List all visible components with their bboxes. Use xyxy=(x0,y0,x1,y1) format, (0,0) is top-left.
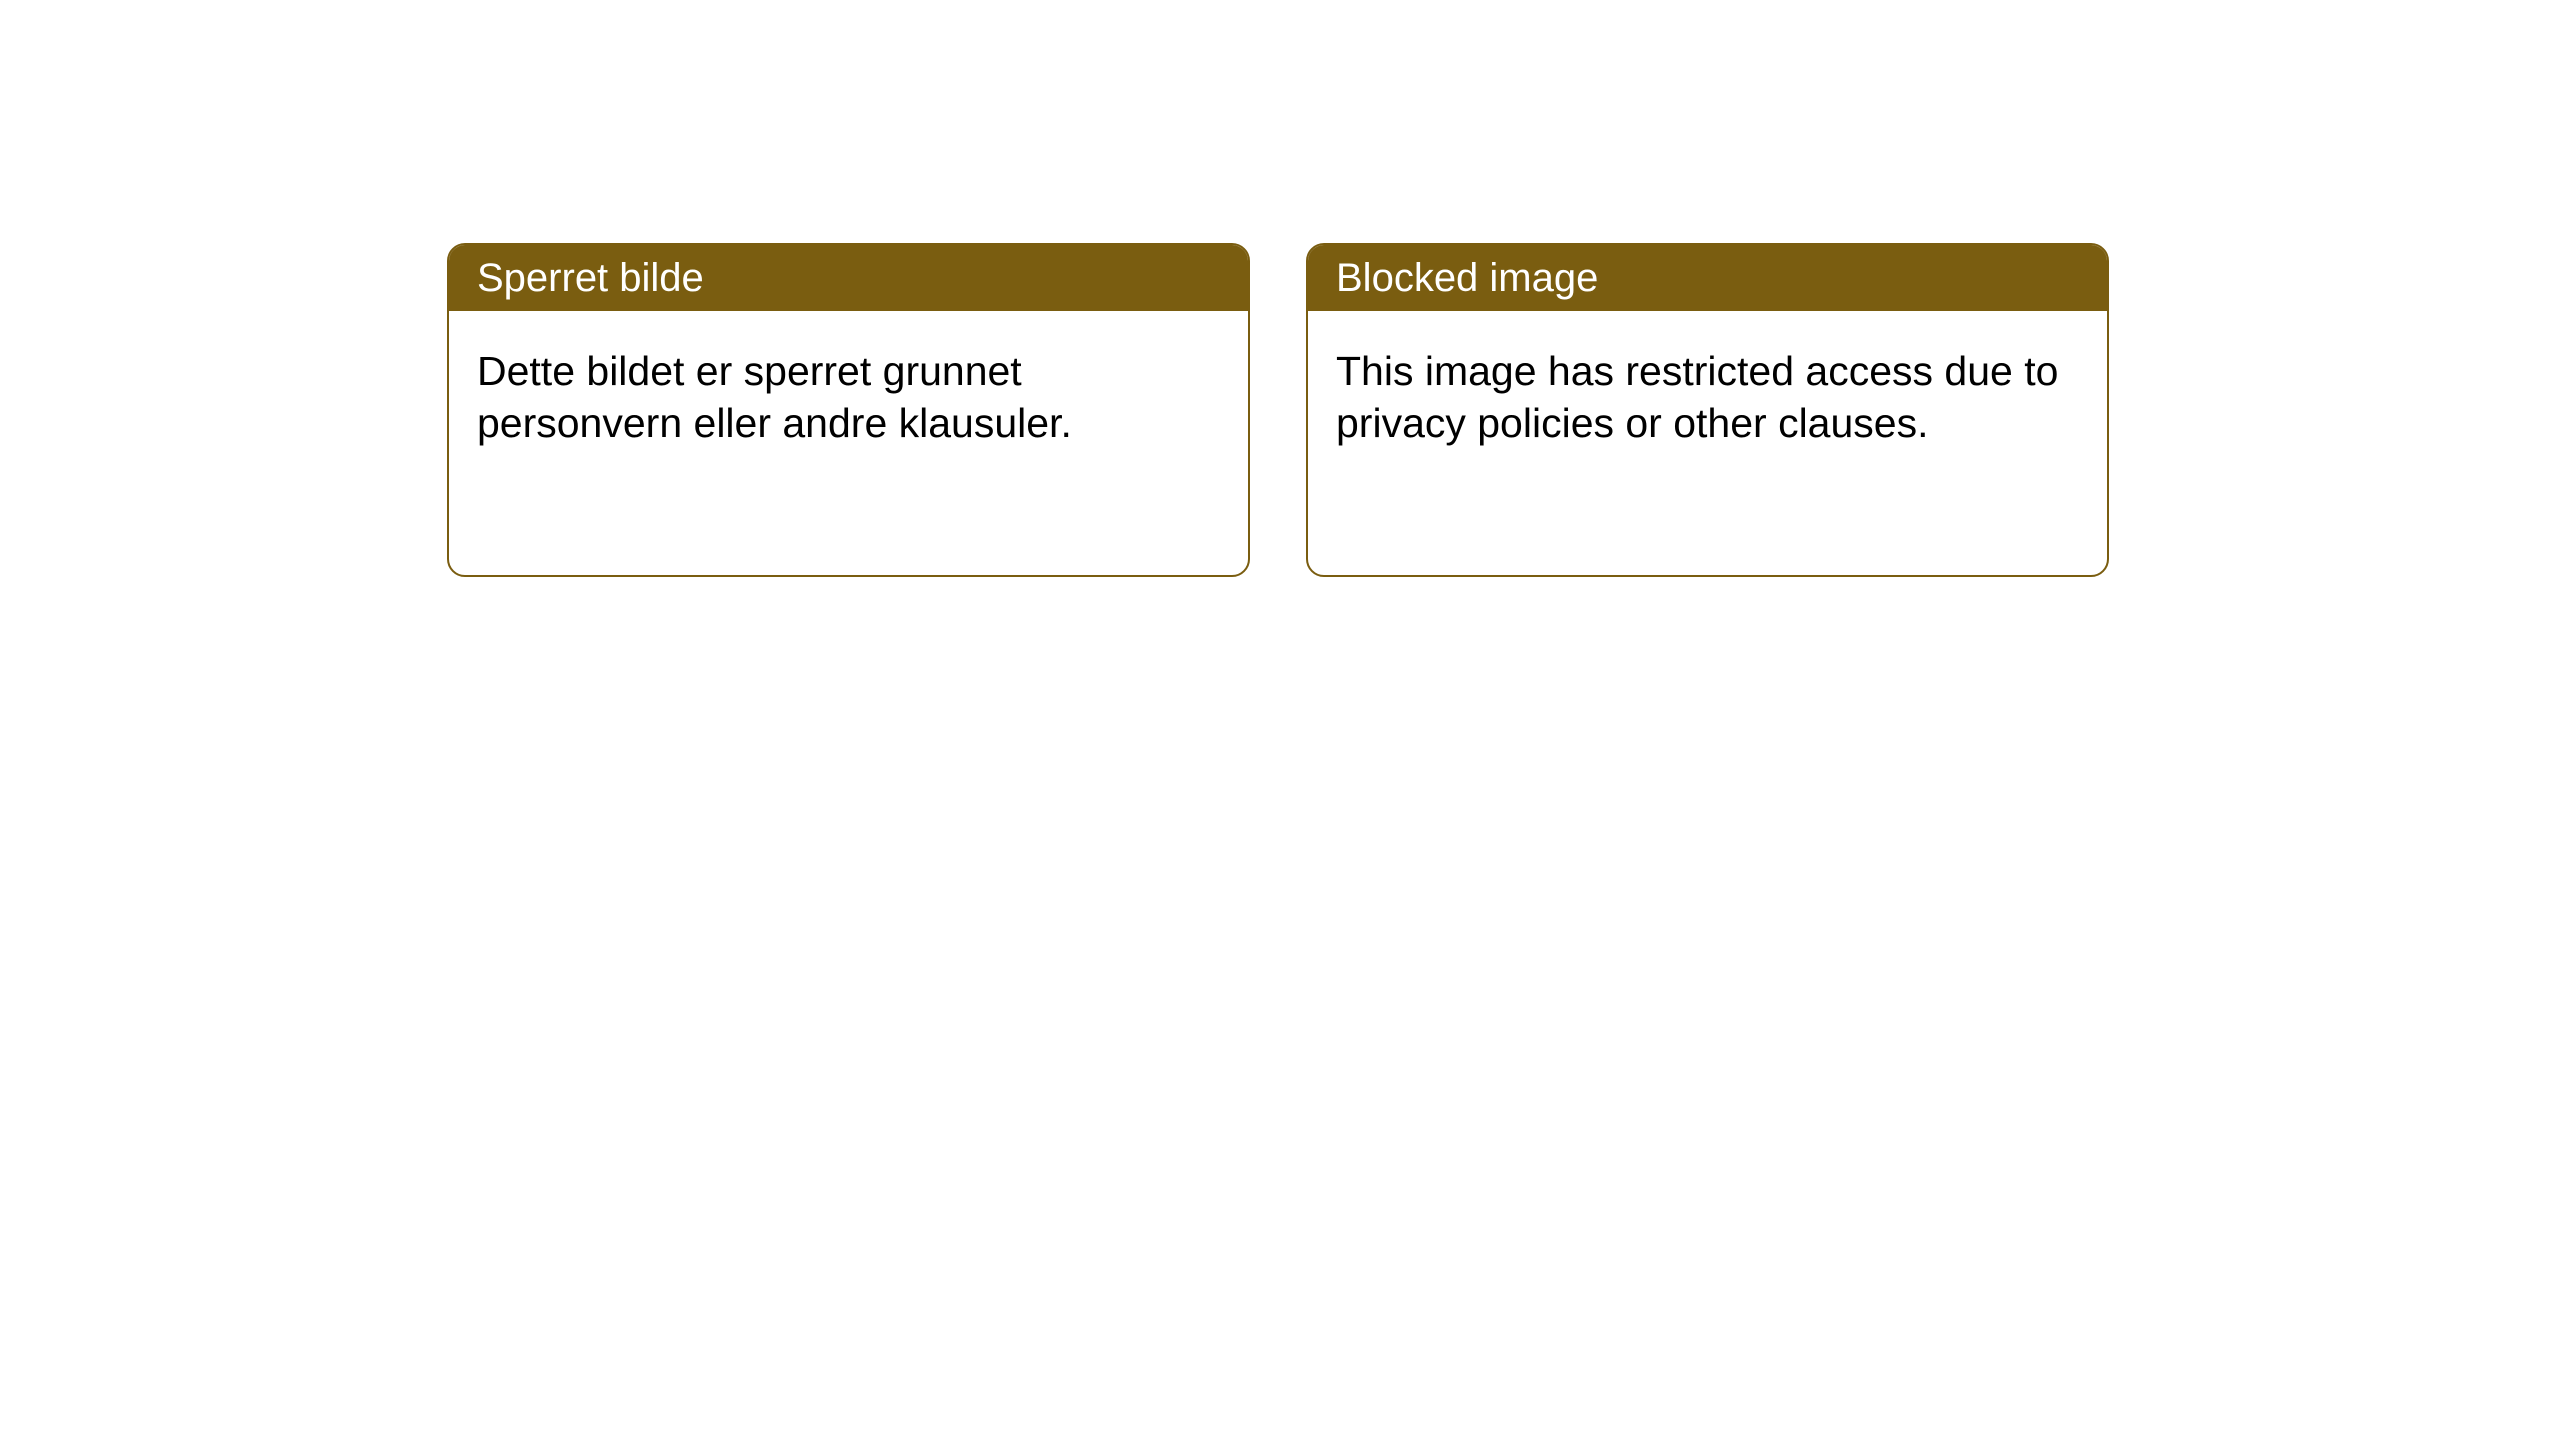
notice-body: This image has restricted access due to … xyxy=(1308,311,2107,483)
notice-card-english: Blocked image This image has restricted … xyxy=(1306,243,2109,577)
notice-card-norwegian: Sperret bilde Dette bildet er sperret gr… xyxy=(447,243,1250,577)
notice-title: Blocked image xyxy=(1308,245,2107,311)
notice-container: Sperret bilde Dette bildet er sperret gr… xyxy=(0,0,2560,577)
notice-title: Sperret bilde xyxy=(449,245,1248,311)
notice-body: Dette bildet er sperret grunnet personve… xyxy=(449,311,1248,483)
